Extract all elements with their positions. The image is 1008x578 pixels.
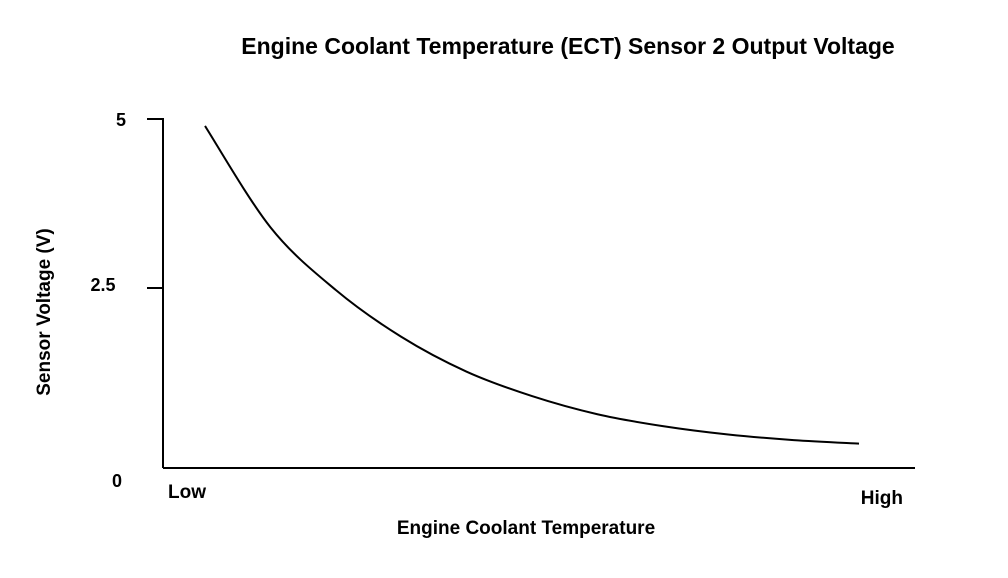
x-tick-label-high: High	[861, 488, 903, 509]
y-tick-label-2.5: 2.5	[90, 275, 115, 295]
y-tick-label-0: 0	[112, 471, 122, 491]
chart-title: Engine Coolant Temperature (ECT) Sensor …	[241, 33, 894, 59]
x-axis-label: Engine Coolant Temperature	[397, 518, 655, 539]
series-layer	[204, 125, 860, 445]
y-tick-label-5: 5	[116, 110, 126, 130]
x-tick-label-low: Low	[168, 482, 206, 503]
y-axis-label: Sensor Voltage (V)	[34, 228, 55, 396]
series-line-0	[204, 125, 860, 445]
